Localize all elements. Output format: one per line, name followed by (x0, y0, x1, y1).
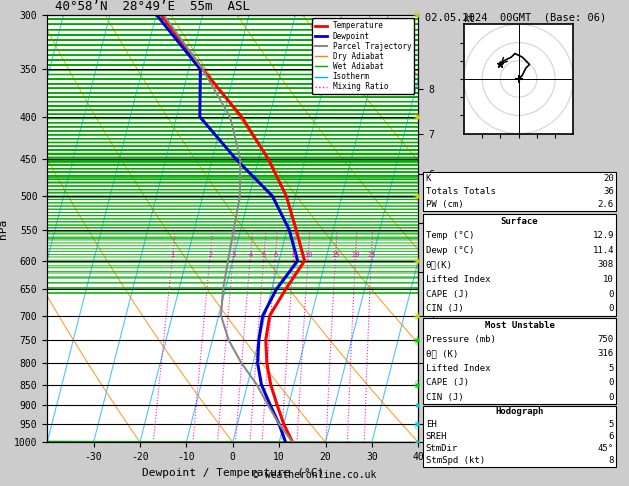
Text: StmSpd (kt): StmSpd (kt) (426, 456, 485, 465)
Text: Temp (°C): Temp (°C) (426, 231, 474, 240)
Text: 45°: 45° (598, 444, 614, 453)
Text: Totals Totals: Totals Totals (426, 187, 496, 196)
Text: Lifted Index: Lifted Index (426, 275, 491, 284)
Y-axis label: hPa: hPa (0, 218, 8, 239)
Text: ///: /// (413, 191, 421, 201)
Text: 0: 0 (608, 393, 614, 401)
Text: ///: /// (413, 112, 421, 122)
Text: PW (cm): PW (cm) (426, 200, 464, 209)
Text: 10: 10 (304, 252, 313, 258)
Text: © weatheronline.co.uk: © weatheronline.co.uk (253, 470, 376, 480)
Text: 10: 10 (603, 275, 614, 284)
Text: 36: 36 (603, 187, 614, 196)
Text: 20: 20 (352, 252, 360, 258)
Text: 6: 6 (273, 252, 277, 258)
Text: 4: 4 (248, 252, 253, 258)
Text: 0: 0 (608, 304, 614, 313)
Text: CIN (J): CIN (J) (426, 304, 464, 313)
Text: Dewp (°C): Dewp (°C) (426, 246, 474, 255)
Legend: Temperature, Dewpoint, Parcel Trajectory, Dry Adiabat, Wet Adiabat, Isotherm, Mi: Temperature, Dewpoint, Parcel Trajectory… (312, 18, 415, 94)
Text: 11.4: 11.4 (593, 246, 614, 255)
Text: 12.9: 12.9 (593, 231, 614, 240)
Text: 2.6: 2.6 (598, 200, 614, 209)
Text: 3: 3 (231, 252, 236, 258)
Text: Most Unstable: Most Unstable (484, 321, 555, 330)
Text: 5: 5 (262, 252, 266, 258)
Text: kt: kt (464, 14, 476, 23)
Text: 8: 8 (292, 252, 296, 258)
Y-axis label: km
ASL: km ASL (448, 220, 470, 237)
Text: Pressure (mb): Pressure (mb) (426, 335, 496, 344)
Text: 5: 5 (608, 419, 614, 429)
Text: 1: 1 (170, 252, 175, 258)
Text: ///: /// (413, 311, 421, 320)
Text: 40°58’N  28°49’E  55m  ASL: 40°58’N 28°49’E 55m ASL (55, 0, 250, 14)
Text: CAPE (J): CAPE (J) (426, 290, 469, 298)
Text: 25: 25 (367, 252, 376, 258)
Text: 20: 20 (603, 174, 614, 183)
Text: θᴇ (K): θᴇ (K) (426, 349, 458, 358)
Text: SREH: SREH (426, 432, 447, 441)
Text: Lifted Index: Lifted Index (426, 364, 491, 373)
X-axis label: Dewpoint / Temperature (°C): Dewpoint / Temperature (°C) (142, 468, 324, 478)
Text: Surface: Surface (501, 217, 538, 226)
Text: 2: 2 (208, 252, 213, 258)
Text: 0: 0 (608, 290, 614, 298)
Text: 6: 6 (608, 432, 614, 441)
Text: CAPE (J): CAPE (J) (426, 378, 469, 387)
Text: 8: 8 (608, 456, 614, 465)
Text: θᴇ(K): θᴇ(K) (426, 260, 453, 269)
Text: CIN (J): CIN (J) (426, 393, 464, 401)
Text: EH: EH (426, 419, 437, 429)
Text: ///: /// (413, 256, 421, 265)
Text: ///: /// (413, 380, 421, 389)
Text: ///: /// (413, 419, 421, 429)
Text: Hodograph: Hodograph (496, 407, 543, 417)
Text: 02.05.2024  00GMT  (Base: 06): 02.05.2024 00GMT (Base: 06) (425, 12, 606, 22)
Text: K: K (426, 174, 431, 183)
Text: 15: 15 (331, 252, 340, 258)
Text: 5: 5 (608, 364, 614, 373)
Text: 0: 0 (608, 378, 614, 387)
Text: StmDir: StmDir (426, 444, 458, 453)
Text: ///: /// (413, 10, 421, 19)
Text: 308: 308 (598, 260, 614, 269)
Text: 750: 750 (598, 335, 614, 344)
Text: ///: /// (413, 335, 421, 345)
Text: 316: 316 (598, 349, 614, 358)
